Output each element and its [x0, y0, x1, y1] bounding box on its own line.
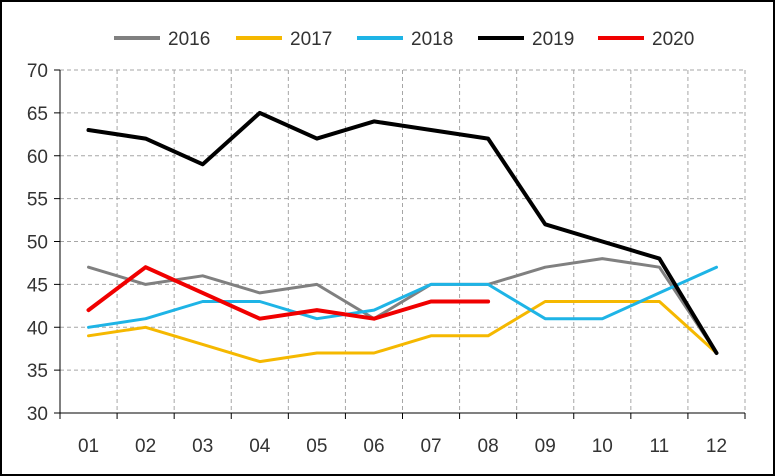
y-tick-label: 70 — [27, 61, 48, 82]
x-tick-label: 11 — [650, 436, 670, 457]
legend-label-2016: 2016 — [168, 29, 210, 50]
x-tick-label: 02 — [135, 436, 156, 457]
y-axis-ticks: 30 35 40 45 50 55 60 65 70 — [27, 61, 48, 425]
x-tick-label: 04 — [249, 436, 271, 457]
series-lines — [86, 110, 719, 364]
x-tick-label: 05 — [306, 436, 327, 457]
legend-label-2018: 2018 — [411, 29, 453, 50]
grid-lines — [60, 69, 746, 413]
y-tick-label: 55 — [27, 190, 48, 211]
y-tick-label: 60 — [27, 147, 48, 168]
x-tick-label: 09 — [535, 436, 556, 457]
x-tick-label: 06 — [363, 436, 384, 457]
y-tick-label: 30 — [27, 404, 48, 425]
y-tick-label: 65 — [27, 104, 48, 125]
y-tick-label: 35 — [27, 361, 48, 382]
y-tick-label: 50 — [27, 233, 48, 254]
series-line-2018 — [87, 265, 718, 329]
series-line-2016 — [87, 257, 718, 355]
x-tick-label: 08 — [478, 436, 499, 457]
x-tick-label: 12 — [706, 436, 727, 457]
x-tick-label: 03 — [192, 436, 213, 457]
y-tick-label: 45 — [27, 275, 48, 296]
legend-label-2020: 2020 — [652, 29, 694, 50]
legend-label-2017: 2017 — [290, 29, 332, 50]
series-line-2017 — [87, 300, 718, 364]
legend: 2016 2017 2018 2019 2020 — [114, 29, 694, 50]
x-tick-label: 10 — [592, 436, 613, 457]
series-line-2020 — [86, 265, 491, 321]
x-tick-label: 07 — [420, 436, 441, 457]
series-line-2019 — [86, 110, 719, 355]
legend-label-2019: 2019 — [532, 29, 574, 50]
axes — [54, 69, 746, 419]
y-tick-label: 40 — [27, 318, 48, 339]
x-tick-label: 01 — [78, 436, 99, 457]
x-axis-ticks: 01 02 03 04 05 06 07 08 09 10 11 12 — [78, 436, 727, 457]
